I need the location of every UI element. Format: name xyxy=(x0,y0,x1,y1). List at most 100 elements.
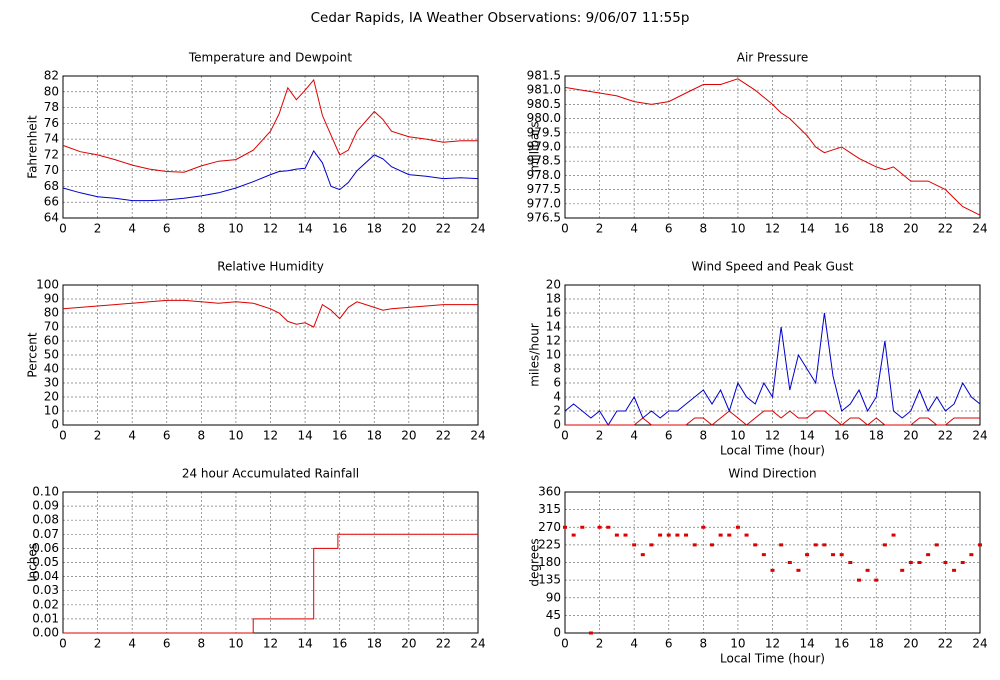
x-tick-label: 12 xyxy=(765,637,780,651)
x-tick-label: 6 xyxy=(163,637,171,651)
data-point xyxy=(718,533,723,537)
y-tick-label: 12 xyxy=(546,334,561,348)
x-tick-label: 12 xyxy=(263,429,278,443)
data-line xyxy=(565,410,980,426)
x-tick-label: 20 xyxy=(903,637,918,651)
chart-title: Wind Speed and Peak Gust xyxy=(692,260,854,274)
x-tick-label: 18 xyxy=(869,637,884,651)
data-point xyxy=(692,543,697,547)
y-tick-label: 980.5 xyxy=(527,97,561,111)
y-tick-label: 0.05 xyxy=(32,555,59,569)
x-tick-label: 4 xyxy=(630,637,638,651)
y-tick-label: 980.0 xyxy=(527,111,561,125)
x-tick-label: 8 xyxy=(198,637,206,651)
x-tick-label: 14 xyxy=(799,429,814,443)
y-tick-label: 72 xyxy=(44,147,59,161)
y-tick-label: 90 xyxy=(44,292,59,306)
y-tick-label: 68 xyxy=(44,179,59,193)
data-point xyxy=(614,533,619,537)
y-tick-label: 0 xyxy=(553,418,561,432)
y-tick-label: 100 xyxy=(36,278,59,292)
data-point xyxy=(709,543,714,547)
data-point xyxy=(926,553,931,557)
data-line xyxy=(62,149,479,202)
x-tick-label: 2 xyxy=(596,222,604,236)
x-tick-label: 24 xyxy=(470,222,485,236)
y-tick-label: 180 xyxy=(538,555,561,569)
y-tick-label: 0.02 xyxy=(32,597,59,611)
y-axis-label: miles/hour xyxy=(528,323,542,387)
y-tick-label: 977.0 xyxy=(527,196,561,210)
y-tick-label: 0 xyxy=(51,418,59,432)
y-tick-label: 20 xyxy=(546,278,561,292)
y-tick-label: 70 xyxy=(44,163,59,177)
x-tick-label: 4 xyxy=(128,222,136,236)
x-tick-label: 20 xyxy=(401,222,416,236)
y-tick-label: 60 xyxy=(44,334,59,348)
y-tick-label: 981.0 xyxy=(527,83,561,97)
data-point xyxy=(805,553,810,557)
y-tick-label: 10 xyxy=(44,404,59,418)
x-tick-label: 10 xyxy=(228,429,243,443)
y-tick-label: 10 xyxy=(546,348,561,362)
y-tick-label: 66 xyxy=(44,195,59,209)
plot-frame xyxy=(62,284,479,426)
x-tick-label: 20 xyxy=(903,429,918,443)
x-tick-label: 0 xyxy=(59,429,67,443)
plot-frame xyxy=(564,75,981,219)
data-line xyxy=(63,533,478,634)
data-line xyxy=(62,78,478,173)
x-tick-label: 8 xyxy=(198,222,206,236)
x-tick-label: 16 xyxy=(332,637,347,651)
y-tick-label: 8 xyxy=(553,362,561,376)
y-tick-label: 0.04 xyxy=(32,569,59,583)
data-line xyxy=(564,78,981,216)
y-tick-label: 0.06 xyxy=(32,541,59,555)
y-axis-label: Fahrenheit xyxy=(26,115,40,179)
y-tick-label: 360 xyxy=(538,485,561,499)
data-point xyxy=(943,561,948,564)
data-line xyxy=(62,299,478,328)
x-tick-label: 4 xyxy=(630,222,638,236)
x-tick-label: 14 xyxy=(799,637,814,651)
x-tick-label: 2 xyxy=(94,637,102,651)
x-tick-label: 4 xyxy=(128,637,136,651)
x-tick-label: 18 xyxy=(367,429,382,443)
data-point xyxy=(900,568,905,572)
data-point xyxy=(779,543,784,547)
x-tick-label: 24 xyxy=(470,637,485,651)
data-line xyxy=(564,312,981,426)
x-tick-label: 20 xyxy=(401,429,416,443)
x-tick-label: 0 xyxy=(59,222,67,236)
x-tick-label: 8 xyxy=(700,429,708,443)
x-tick-label: 24 xyxy=(470,429,485,443)
x-tick-label: 22 xyxy=(938,222,953,236)
data-point xyxy=(658,533,663,537)
y-tick-label: 0.08 xyxy=(32,513,59,527)
chart-title: Temperature and Dewpoint xyxy=(188,51,353,65)
x-tick-label: 18 xyxy=(869,222,884,236)
y-tick-label: 981.5 xyxy=(527,69,561,83)
x-tick-label: 2 xyxy=(596,637,604,651)
y-tick-label: 6 xyxy=(553,376,561,390)
plot-frame xyxy=(62,75,479,219)
x-tick-label: 16 xyxy=(834,637,849,651)
y-tick-label: 76 xyxy=(44,116,59,130)
x-tick-label: 10 xyxy=(730,429,745,443)
x-tick-label: 12 xyxy=(765,429,780,443)
y-tick-label: 18 xyxy=(546,292,561,306)
data-point xyxy=(787,561,792,564)
chart-title: Wind Direction xyxy=(728,467,816,481)
plot-frame xyxy=(62,491,479,634)
y-tick-label: 979.0 xyxy=(527,140,561,154)
y-tick-label: 0.00 xyxy=(32,626,59,640)
plot-frame xyxy=(564,491,981,634)
data-point xyxy=(623,533,628,537)
x-tick-label: 8 xyxy=(700,222,708,236)
y-tick-label: 0.09 xyxy=(32,499,59,513)
data-point xyxy=(580,525,585,529)
x-tick-label: 22 xyxy=(436,222,451,236)
x-tick-label: 22 xyxy=(436,429,451,443)
x-tick-label: 12 xyxy=(765,222,780,236)
data-point xyxy=(744,533,749,537)
